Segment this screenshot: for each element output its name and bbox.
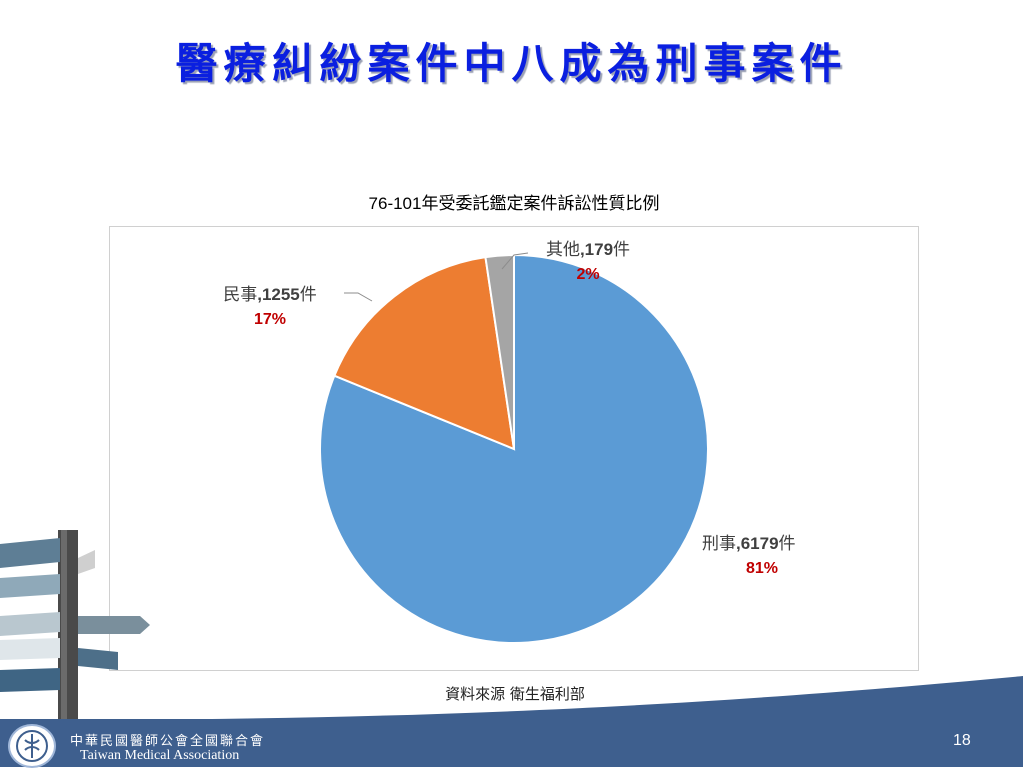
- slide-title: 醫療糾紛案件中八成為刑事案件: [175, 39, 848, 88]
- source-note: 資料來源 衛生福利部: [445, 685, 585, 703]
- footer-bar: [0, 719, 1023, 767]
- signpost-image: [0, 530, 150, 720]
- page-number: 18: [953, 732, 971, 749]
- chart-title: 76-101年受委託鑑定案件訴訟性質比例: [368, 194, 660, 213]
- leader-line-2: [344, 292, 373, 302]
- slice-label-3: 其他,179件: [546, 240, 630, 260]
- leader-line-3: [501, 252, 529, 270]
- org-name-chinese: 中華民國醫師公會全國聯合會: [70, 734, 266, 749]
- slice-percent-2: 17%: [254, 311, 286, 328]
- slice-label-2: 民事,1255件: [223, 285, 317, 305]
- pie-slice-2: [333, 255, 516, 451]
- slice-label-1: 刑事,6179件: [702, 534, 796, 554]
- chart-frame: 刑事,6179件 81% 民事,1255件 17% 其他,179件 2%: [109, 226, 919, 671]
- pie-chart: 刑事,6179件 81% 民事,1255件 17% 其他,179件 2%: [223, 240, 796, 644]
- association-logo: [8, 724, 56, 768]
- org-name-english: Taiwan Medical Association: [80, 748, 240, 763]
- slice-percent-1: 81%: [746, 560, 778, 577]
- slice-percent-3: 2%: [576, 266, 599, 283]
- footer-wave: [0, 676, 1023, 726]
